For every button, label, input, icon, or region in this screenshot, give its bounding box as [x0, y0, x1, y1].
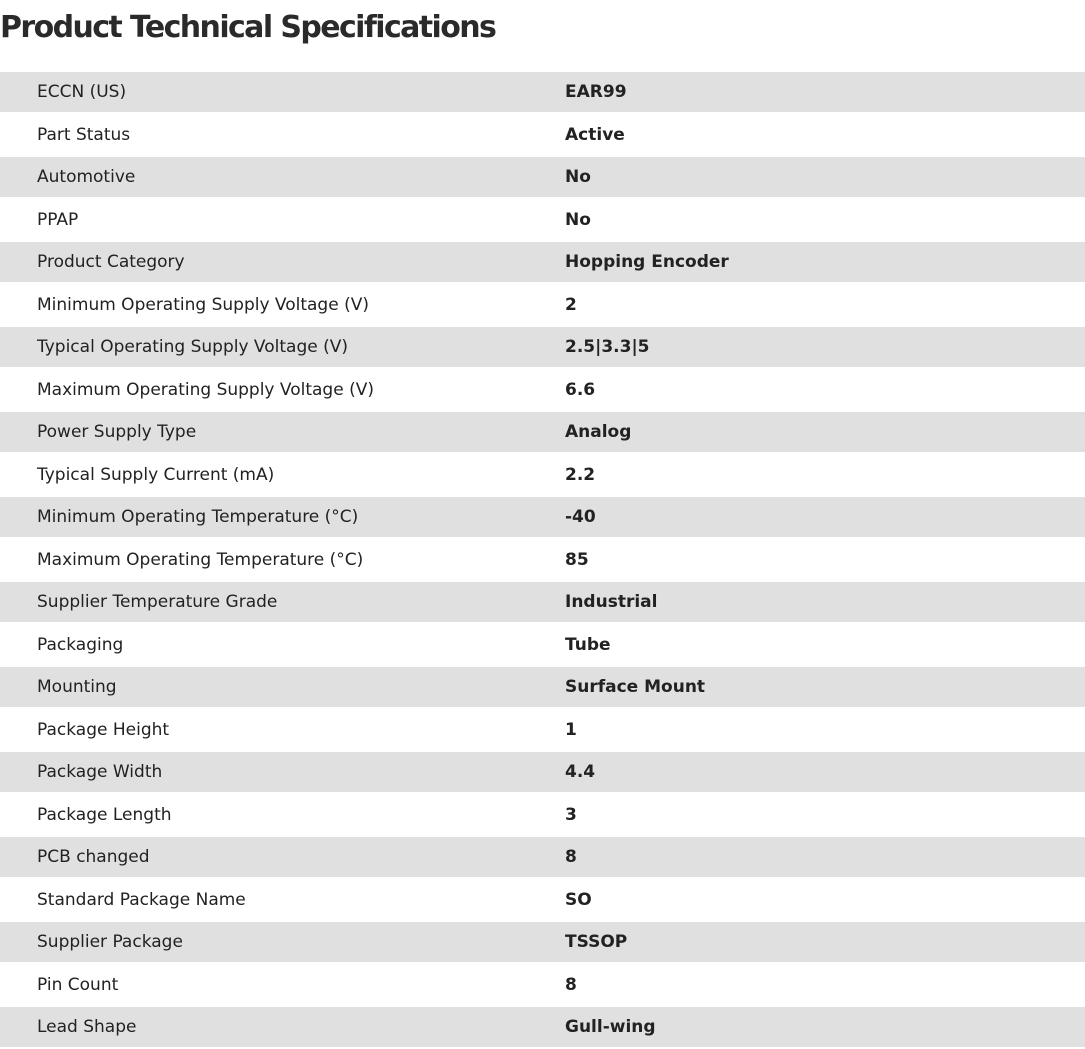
- spec-row: Package Length 3: [0, 792, 1085, 837]
- spec-label: Package Height: [37, 719, 170, 740]
- spec-label: Maximum Operating Temperature (°C): [37, 549, 364, 570]
- spec-value: Industrial: [565, 592, 658, 612]
- spec-label: Package Width: [37, 762, 163, 782]
- spec-row: Pin Count 8: [0, 962, 1085, 1007]
- spec-label: Supplier Temperature Grade: [37, 592, 278, 612]
- spec-row: Standard Package Name SO: [0, 877, 1085, 922]
- spec-label: Maximum Operating Supply Voltage (V): [37, 379, 374, 400]
- spec-label: ECCN (US): [37, 82, 127, 102]
- spec-label: Minimum Operating Supply Voltage (V): [37, 294, 369, 315]
- spec-value: 85: [565, 549, 589, 570]
- spec-label: Typical Supply Current (mA): [37, 464, 275, 485]
- spec-value: SO: [565, 889, 592, 910]
- spec-row: Typical Operating Supply Voltage (V) 2.5|…: [0, 327, 1085, 367]
- spec-row: Maximum Operating Temperature (°C) 85: [0, 537, 1085, 582]
- spec-label: Power Supply Type: [37, 422, 197, 442]
- spec-row: Supplier Temperature Grade Industrial: [0, 582, 1085, 622]
- spec-label: Pin Count: [37, 974, 119, 995]
- spec-row: Lead Shape Gull-wing: [0, 1007, 1085, 1047]
- spec-value: Analog: [565, 422, 632, 442]
- spec-row: PPAP No: [0, 197, 1085, 242]
- spec-label: Lead Shape: [37, 1017, 137, 1037]
- spec-row: Automotive No: [0, 157, 1085, 197]
- spec-label: Automotive: [37, 167, 136, 187]
- spec-row: Power Supply Type Analog: [0, 412, 1085, 452]
- spec-row: Package Width 4.4: [0, 752, 1085, 792]
- spec-value: Hopping Encoder: [565, 252, 729, 272]
- spec-row: Package Height 1: [0, 707, 1085, 752]
- spec-row: Packaging Tube: [0, 622, 1085, 667]
- spec-value: 6.6: [565, 379, 596, 400]
- spec-value: TSSOP: [565, 932, 628, 952]
- spec-row: Supplier Package TSSOP: [0, 922, 1085, 962]
- spec-value: No: [565, 167, 591, 187]
- spec-value: Gull-wing: [565, 1017, 656, 1037]
- spec-value: 2.2: [565, 464, 596, 485]
- spec-row: Minimum Operating Supply Voltage (V) 2: [0, 282, 1085, 327]
- spec-label: Part Status: [37, 124, 131, 145]
- spec-row: ECCN (US) EAR99: [0, 72, 1085, 112]
- spec-value: Surface Mount: [565, 677, 706, 697]
- spec-value: No: [565, 209, 591, 230]
- spec-value: 8: [565, 847, 577, 867]
- spec-label: Mounting: [37, 677, 117, 697]
- spec-row: Product Category Hopping Encoder: [0, 242, 1085, 282]
- spec-value: Active: [565, 124, 625, 145]
- spec-value: 2: [565, 294, 577, 315]
- spec-table: ECCN (US) EAR99 Part Status Active Automotiv…: [0, 72, 1085, 1047]
- spec-row: Minimum Operating Temperature (°C) -40: [0, 497, 1085, 537]
- spec-row: PCB changed 8: [0, 837, 1085, 877]
- spec-label: Typical Operating Supply Voltage (V): [37, 337, 348, 357]
- spec-value: Tube: [565, 634, 611, 655]
- spec-label: PPAP: [37, 209, 79, 230]
- spec-value: -40: [565, 507, 596, 527]
- spec-value: 8: [565, 974, 577, 995]
- spec-value: 3: [565, 804, 577, 825]
- spec-label: Supplier Package: [37, 932, 183, 952]
- spec-label: Packaging: [37, 634, 124, 655]
- spec-value: 2.5|3.3|5: [565, 337, 650, 357]
- spec-value: 4.4: [565, 762, 596, 782]
- spec-row: Part Status Active: [0, 112, 1085, 157]
- spec-label: Package Length: [37, 804, 172, 825]
- spec-label: PCB changed: [37, 847, 150, 867]
- spec-label: Minimum Operating Temperature (°C): [37, 507, 359, 527]
- spec-label: Standard Package Name: [37, 889, 246, 910]
- spec-row: Mounting Surface Mount: [0, 667, 1085, 707]
- spec-value: 1: [565, 719, 577, 740]
- spec-row: Typical Supply Current (mA) 2.2: [0, 452, 1085, 497]
- spec-row: Maximum Operating Supply Voltage (V) 6.6: [0, 367, 1085, 412]
- spec-label: Product Category: [37, 252, 185, 272]
- spec-value: EAR99: [565, 82, 627, 102]
- page-title: Product Technical Specifications: [0, 10, 497, 45]
